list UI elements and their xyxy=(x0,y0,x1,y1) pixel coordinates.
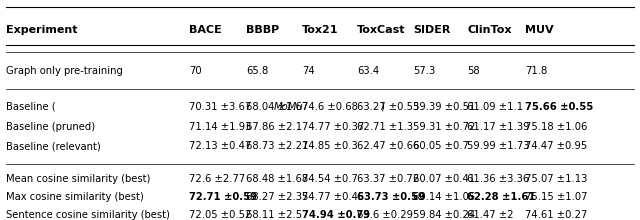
Text: Max cosine similarity (best): Max cosine similarity (best) xyxy=(6,192,144,202)
Text: SIDER: SIDER xyxy=(413,25,450,35)
Text: Experiment: Experiment xyxy=(6,25,78,35)
Text: 72.71 ±0.59: 72.71 ±0.59 xyxy=(189,192,257,202)
Text: 59.39 ±0.51: 59.39 ±0.51 xyxy=(413,102,475,112)
Text: Graph only pre-training: Graph only pre-training xyxy=(6,66,124,77)
Text: 68.04 ±1.67: 68.04 ±1.67 xyxy=(246,102,308,112)
Text: 71.8: 71.8 xyxy=(525,66,547,77)
Text: 68.73 ±2.21: 68.73 ±2.21 xyxy=(246,141,308,151)
Text: 59.84 ±0.24: 59.84 ±0.24 xyxy=(413,209,475,220)
Text: Tox21: Tox21 xyxy=(302,25,339,35)
Text: 63.6 ±0.29: 63.6 ±0.29 xyxy=(357,209,413,220)
Text: BBBP: BBBP xyxy=(246,25,280,35)
Text: 63.4: 63.4 xyxy=(357,66,380,77)
Text: 75.15 ±1.07: 75.15 ±1.07 xyxy=(525,192,588,202)
Text: 75.07 ±1.13: 75.07 ±1.13 xyxy=(525,174,587,184)
Text: 72.05 ±0.52: 72.05 ±0.52 xyxy=(189,209,251,220)
Text: 75.66 ±0.55: 75.66 ±0.55 xyxy=(525,102,593,112)
Text: 60.05 ±0.7: 60.05 ±0.7 xyxy=(413,141,468,151)
Text: MUV: MUV xyxy=(525,25,554,35)
Text: 74.54 ±0.7: 74.54 ±0.7 xyxy=(302,174,358,184)
Text: 68.48 ±1.68: 68.48 ±1.68 xyxy=(246,174,308,184)
Text: 74.94 ±0.79: 74.94 ±0.79 xyxy=(302,209,370,220)
Text: 58: 58 xyxy=(467,66,480,77)
Text: 70.31 ±3.67: 70.31 ±3.67 xyxy=(189,102,251,112)
Text: 71.14 ±1.93: 71.14 ±1.93 xyxy=(189,121,251,132)
Text: 72.6 ±2.77: 72.6 ±2.77 xyxy=(189,174,245,184)
Text: 74.85 ±0.3: 74.85 ±0.3 xyxy=(302,141,358,151)
Text: 74.77 ±0.45: 74.77 ±0.45 xyxy=(302,192,364,202)
Text: 57.3: 57.3 xyxy=(413,66,435,77)
Text: 67.86 ±2.1: 67.86 ±2.1 xyxy=(246,121,303,132)
Text: MoMu: MoMu xyxy=(274,102,303,112)
Text: 62.28 ±1.61: 62.28 ±1.61 xyxy=(467,192,536,202)
Text: 59.99 ±1.73: 59.99 ±1.73 xyxy=(467,141,530,151)
Text: 65.8: 65.8 xyxy=(246,66,269,77)
Text: 61.09 ±1.1: 61.09 ±1.1 xyxy=(467,102,524,112)
Text: ClinTox: ClinTox xyxy=(467,25,512,35)
Text: 72.13 ±0.47: 72.13 ±0.47 xyxy=(189,141,251,151)
Text: 60.07 ±0.41: 60.07 ±0.41 xyxy=(413,174,475,184)
Text: 74.6 ±0.68: 74.6 ±0.68 xyxy=(302,102,358,112)
Text: 74.77 ±0.37: 74.77 ±0.37 xyxy=(302,121,364,132)
Text: 61.47 ±2: 61.47 ±2 xyxy=(467,209,514,220)
Text: 70: 70 xyxy=(189,66,202,77)
Text: 74: 74 xyxy=(302,66,315,77)
Text: Baseline (relevant): Baseline (relevant) xyxy=(6,141,101,151)
Text: 74.61 ±0.27: 74.61 ±0.27 xyxy=(525,209,587,220)
Text: 62.71 ±1.3: 62.71 ±1.3 xyxy=(357,121,413,132)
Text: 61.36 ±3.36: 61.36 ±3.36 xyxy=(467,174,529,184)
Text: BACE: BACE xyxy=(189,25,221,35)
Text: 59.31 ±0.72: 59.31 ±0.72 xyxy=(413,121,475,132)
Text: 63.37 ±0.72: 63.37 ±0.72 xyxy=(357,174,419,184)
Text: Baseline (: Baseline ( xyxy=(6,102,56,112)
Text: Mean cosine similarity (best): Mean cosine similarity (best) xyxy=(6,174,151,184)
Text: 75.18 ±1.06: 75.18 ±1.06 xyxy=(525,121,587,132)
Text: Baseline (pruned): Baseline (pruned) xyxy=(6,121,95,132)
Text: 63.73 ±0.59: 63.73 ±0.59 xyxy=(357,192,425,202)
Text: 68.11 ±2.5: 68.11 ±2.5 xyxy=(246,209,303,220)
Text: Sentence cosine similarity (best): Sentence cosine similarity (best) xyxy=(6,209,170,220)
Text: 63.27 ±0.53: 63.27 ±0.53 xyxy=(357,102,419,112)
Text: 62.47 ±0.66: 62.47 ±0.66 xyxy=(357,141,419,151)
Text: 61.17 ±1.39: 61.17 ±1.39 xyxy=(467,121,530,132)
Text: 74.47 ±0.95: 74.47 ±0.95 xyxy=(525,141,587,151)
Text: 68.27 ±2.35: 68.27 ±2.35 xyxy=(246,192,308,202)
Text: 60.14 ±1.05: 60.14 ±1.05 xyxy=(413,192,475,202)
Text: ): ) xyxy=(381,102,385,112)
Text: ToxCast: ToxCast xyxy=(357,25,406,35)
